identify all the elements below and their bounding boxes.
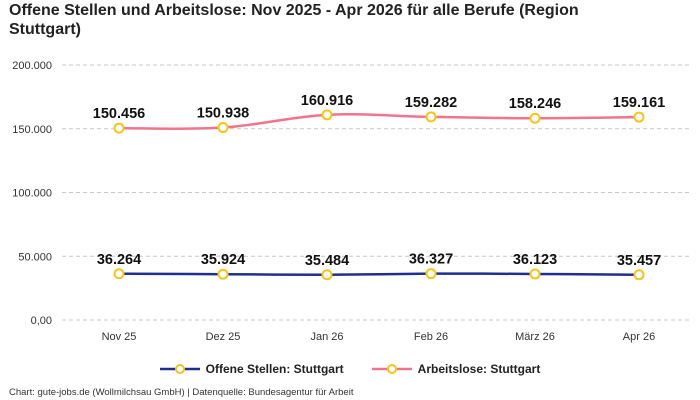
y-tick-label: 0,00 <box>31 315 52 327</box>
data-label: 150.456 <box>93 106 145 122</box>
data-label: 159.161 <box>613 95 665 111</box>
legend-item-arbeitslose[interactable]: Arbeitslose: Stuttgart <box>371 362 541 376</box>
data-point <box>425 268 437 280</box>
legend-item-offene-stellen[interactable]: Offene Stellen: Stuttgart <box>159 362 344 376</box>
series-line-arbeitslose <box>118 113 640 131</box>
data-label: 35.924 <box>201 252 245 268</box>
data-point <box>529 112 541 124</box>
data-point <box>633 269 645 281</box>
x-tick-label: Nov 25 <box>102 331 137 343</box>
data-label: 36.264 <box>97 252 141 268</box>
data-point <box>113 268 125 280</box>
data-label: 36.123 <box>513 252 557 268</box>
data-point <box>321 269 333 281</box>
data-point <box>321 109 333 121</box>
data-label: 150.938 <box>197 106 249 122</box>
legend-label-offene-stellen: Offene Stellen: Stuttgart <box>205 362 344 376</box>
data-label: 160.916 <box>301 93 353 109</box>
data-label: 158.246 <box>509 96 561 112</box>
data-point <box>217 268 229 280</box>
chart-title: Offene Stellen und Arbeitslose: Nov 2025… <box>9 2 579 38</box>
legend-swatch-arbeitslose <box>371 364 412 374</box>
series-line-offene-stellen <box>118 272 640 277</box>
data-point <box>529 268 541 280</box>
source-note: Chart: gute-jobs.de (Wollmilchsau GmbH) … <box>9 387 354 398</box>
data-label: 35.457 <box>617 253 661 269</box>
data-point <box>113 122 125 134</box>
legend-label-arbeitslose: Arbeitslose: Stuttgart <box>417 362 541 376</box>
legend-swatch-offene-stellen <box>159 364 200 374</box>
data-label: 159.282 <box>405 95 457 111</box>
data-label: 35.484 <box>305 253 349 269</box>
x-tick-label: Dez 25 <box>206 331 241 343</box>
y-tick-label: 200.000 <box>12 60 52 72</box>
legend: Offene Stellen: Stuttgart Arbeitslose: S… <box>0 362 700 376</box>
data-point <box>217 122 229 134</box>
y-tick-label: 100.000 <box>12 188 52 200</box>
y-tick-label: 150.000 <box>12 124 52 136</box>
y-tick-label: 50.000 <box>18 251 52 263</box>
x-tick-label: Feb 26 <box>414 331 448 343</box>
data-point <box>633 111 645 123</box>
x-tick-label: Jan 26 <box>310 331 343 343</box>
data-label: 36.327 <box>409 252 453 268</box>
x-tick-label: März 26 <box>515 331 555 343</box>
x-tick-label: Apr 26 <box>623 331 655 343</box>
data-point <box>425 111 437 123</box>
